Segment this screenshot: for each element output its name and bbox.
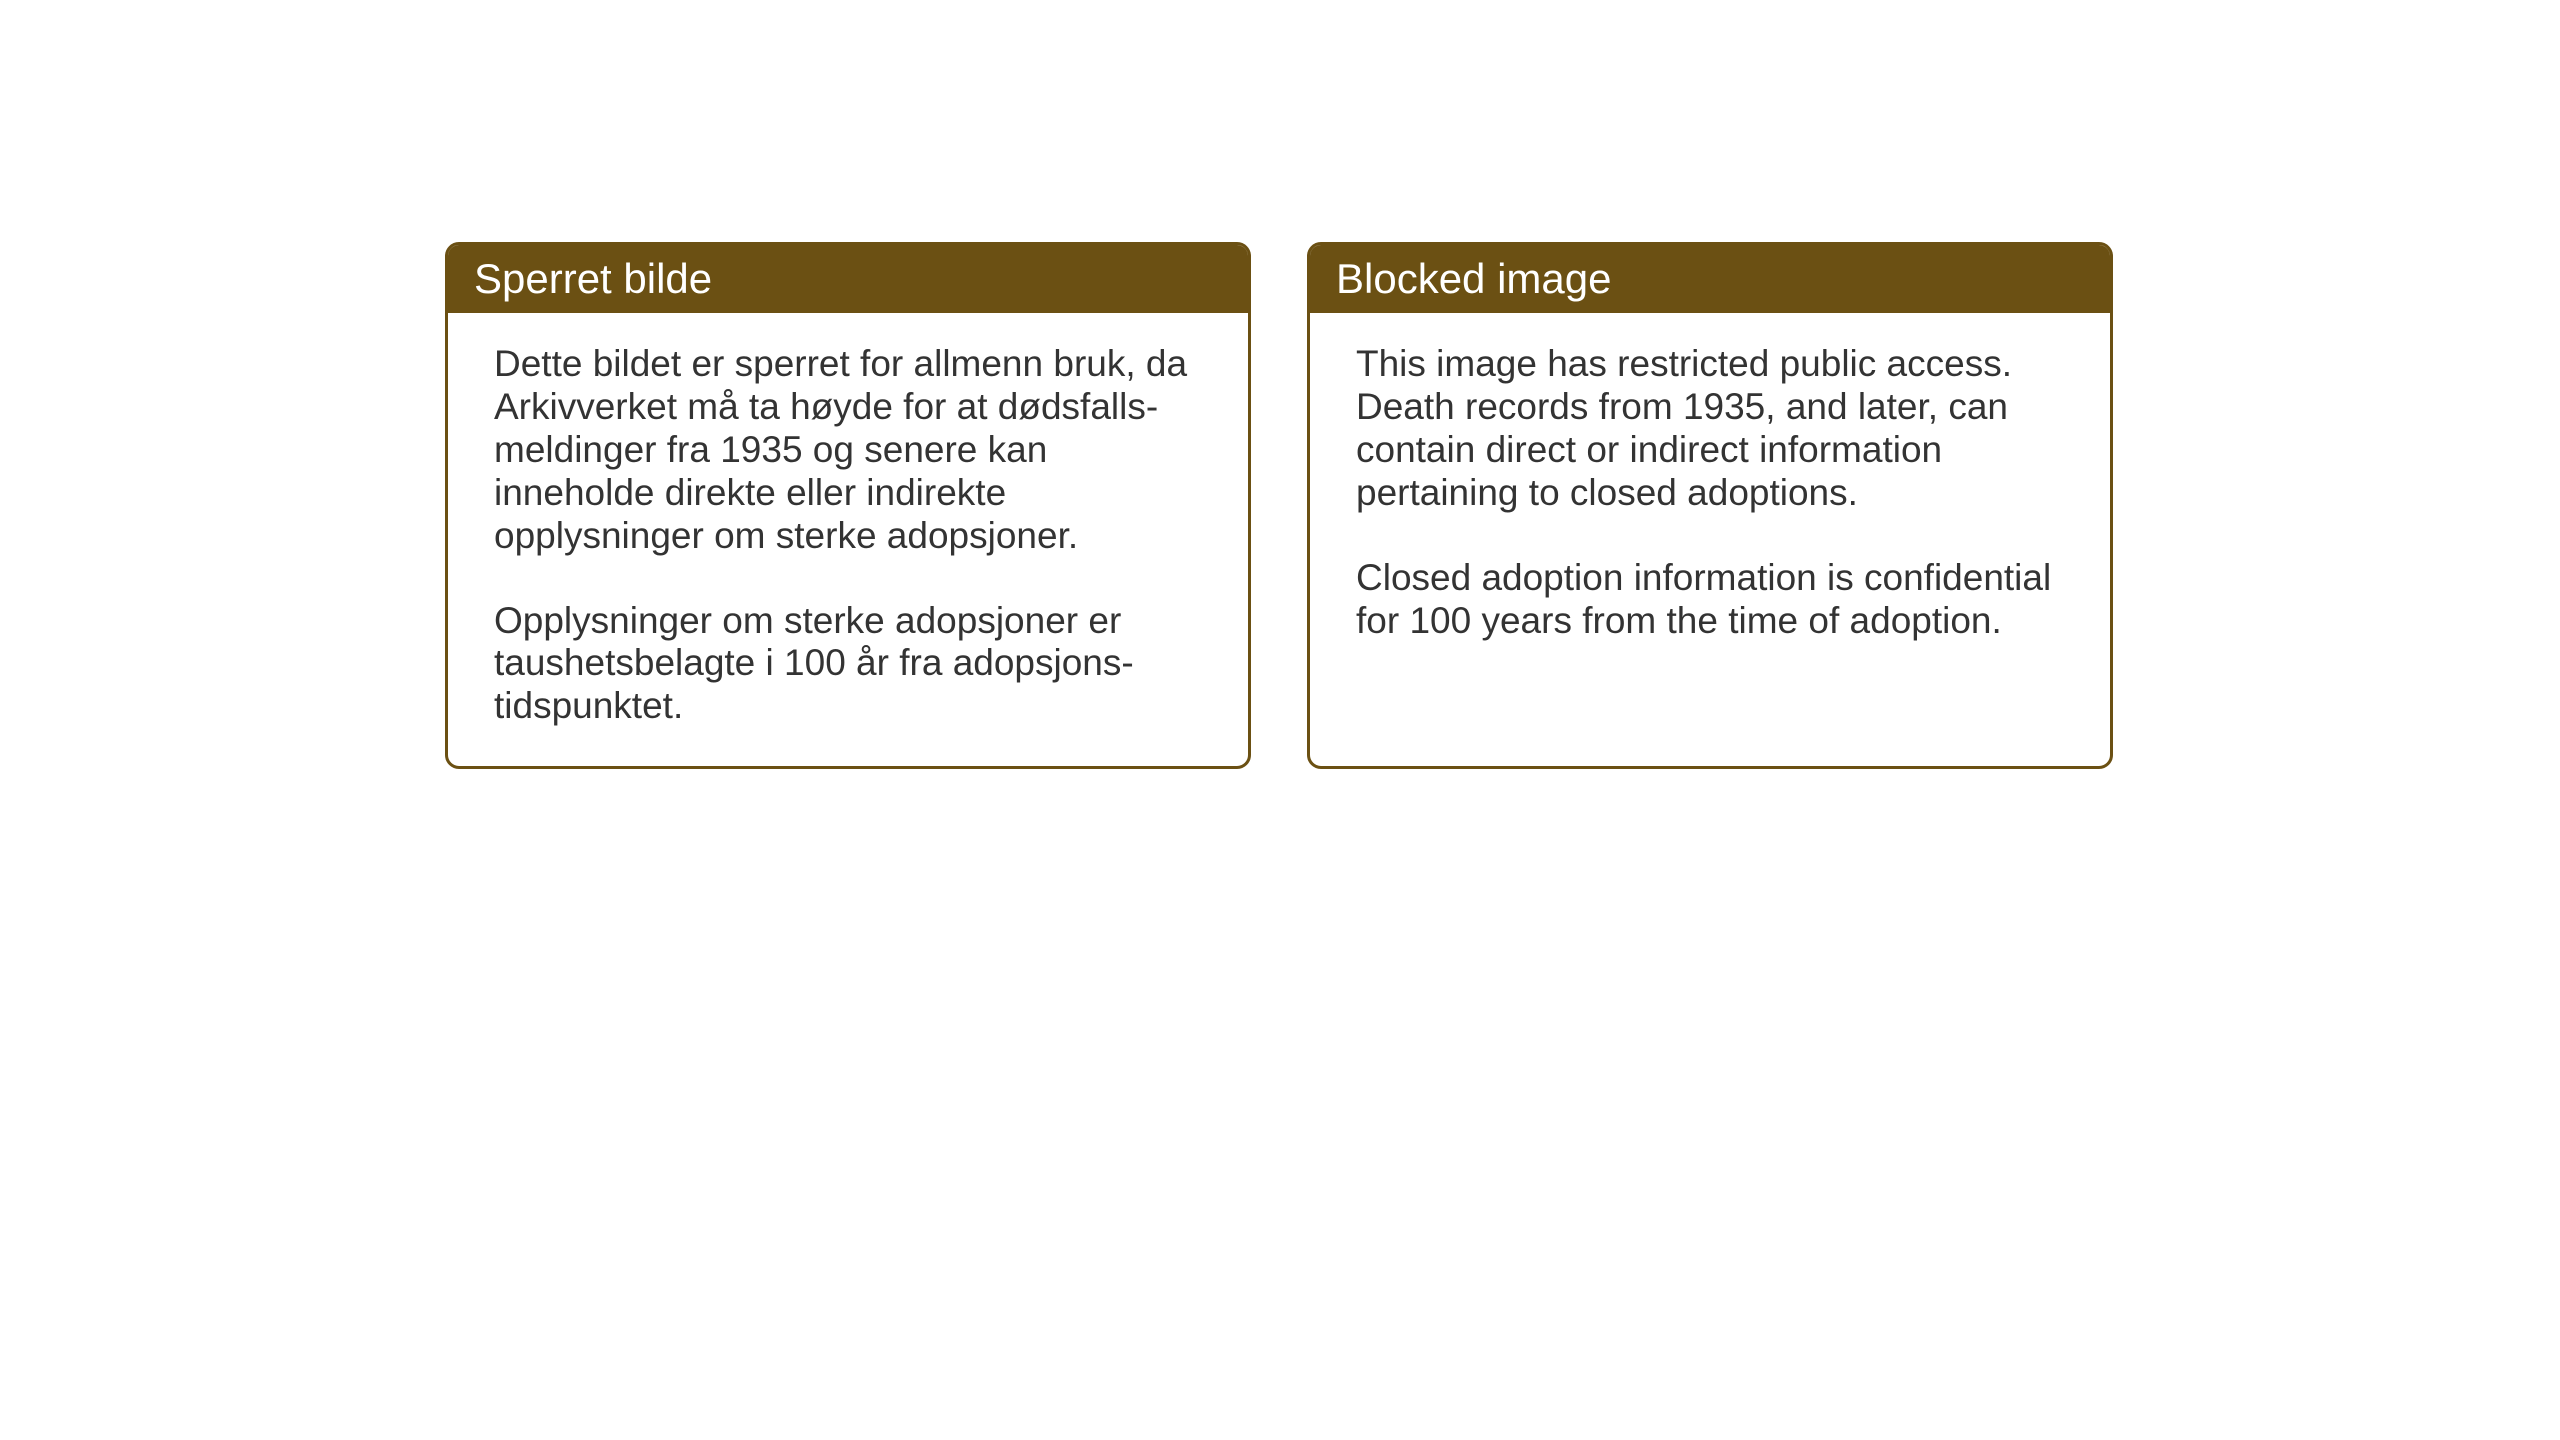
english-card-body: This image has restricted public access.… xyxy=(1310,313,2110,680)
english-card-title: Blocked image xyxy=(1310,245,2110,313)
english-paragraph-1: This image has restricted public access.… xyxy=(1356,343,2064,515)
norwegian-notice-card: Sperret bilde Dette bildet er sperret fo… xyxy=(445,242,1251,769)
norwegian-card-title: Sperret bilde xyxy=(448,245,1248,313)
english-paragraph-2: Closed adoption information is confident… xyxy=(1356,557,2064,643)
norwegian-card-body: Dette bildet er sperret for allmenn bruk… xyxy=(448,313,1248,766)
norwegian-paragraph-1: Dette bildet er sperret for allmenn bruk… xyxy=(494,343,1202,558)
english-notice-card: Blocked image This image has restricted … xyxy=(1307,242,2113,769)
notice-container: Sperret bilde Dette bildet er sperret fo… xyxy=(445,242,2113,769)
norwegian-paragraph-2: Opplysninger om sterke adopsjoner er tau… xyxy=(494,600,1202,729)
